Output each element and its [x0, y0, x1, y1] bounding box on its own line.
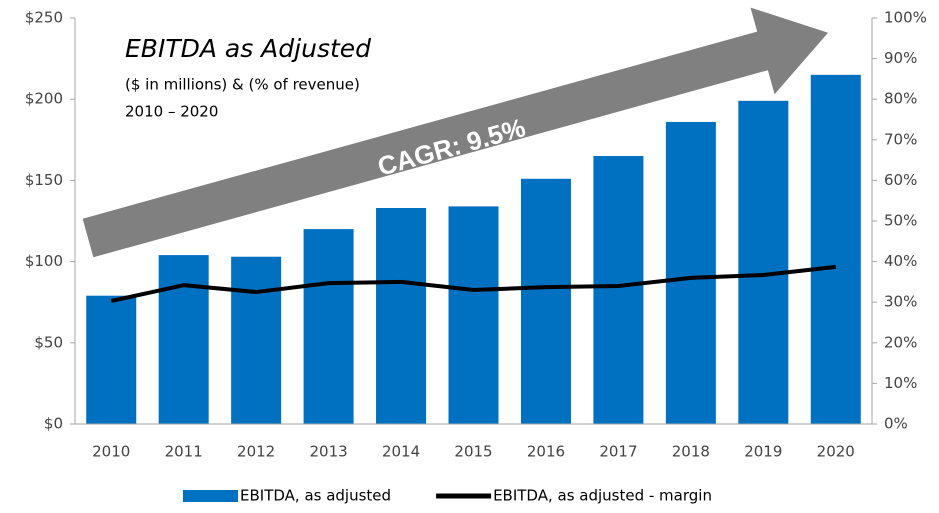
legend-swatch: [183, 490, 238, 502]
y2-tick-label: 0%: [884, 415, 908, 433]
bar: [376, 208, 427, 424]
cagr-arrow: [82, 7, 829, 258]
y-tick-label: $250: [25, 9, 63, 27]
y-tick-label: $50: [34, 333, 63, 351]
x-tick-label: 2012: [237, 443, 275, 461]
y2-tick-label: 30%: [884, 293, 917, 311]
y2-tick-label: 80%: [884, 90, 917, 108]
x-tick-label: 2010: [92, 443, 130, 461]
y2-tick-label: 40%: [884, 252, 917, 270]
bar: [665, 121, 716, 424]
y-tick-label: $0: [44, 415, 63, 433]
arrow-shape: [82, 7, 829, 258]
bar: [593, 156, 644, 425]
y2-tick-label: 70%: [884, 130, 917, 148]
y-tick-label: $200: [25, 90, 63, 108]
x-tick-label: 2016: [527, 443, 565, 461]
x-tick-label: 2019: [744, 443, 782, 461]
x-tick-label: 2020: [817, 443, 855, 461]
y2-tick-label: 90%: [884, 49, 917, 67]
legend-label: EBITDA, as adjusted - margin: [493, 487, 712, 505]
x-tick-label: 2013: [309, 443, 347, 461]
bars: [86, 74, 861, 425]
y2-tick-label: 10%: [884, 374, 917, 392]
x-tick-label: 2011: [165, 443, 203, 461]
y-tick-label: $100: [25, 252, 63, 270]
chart-subtitle: ($ in millions) & (% of revenue): [125, 76, 360, 94]
legend-label: EBITDA, as adjusted: [240, 487, 391, 505]
y2-tick-label: 60%: [884, 171, 917, 189]
bar: [448, 206, 499, 424]
chart-title: EBITDA as Adjusted: [125, 34, 371, 63]
bar: [303, 229, 354, 424]
y2-tick-label: 100%: [884, 9, 927, 27]
chart-period: 2010 – 2020: [125, 103, 218, 121]
bar: [231, 256, 282, 424]
margin-line: [110, 264, 836, 303]
bar: [810, 74, 861, 424]
x-tick-label: 2015: [454, 443, 492, 461]
bar: [158, 255, 209, 424]
x-tick-label: 2018: [672, 443, 710, 461]
x-tick-label: 2014: [382, 443, 420, 461]
y2-tick-label: 50%: [884, 212, 917, 230]
bar: [738, 100, 789, 424]
bar: [86, 295, 137, 424]
bar: [520, 178, 571, 424]
y2-tick-label: 20%: [884, 333, 917, 351]
y-tick-label: $150: [25, 171, 63, 189]
x-tick-label: 2017: [599, 443, 637, 461]
